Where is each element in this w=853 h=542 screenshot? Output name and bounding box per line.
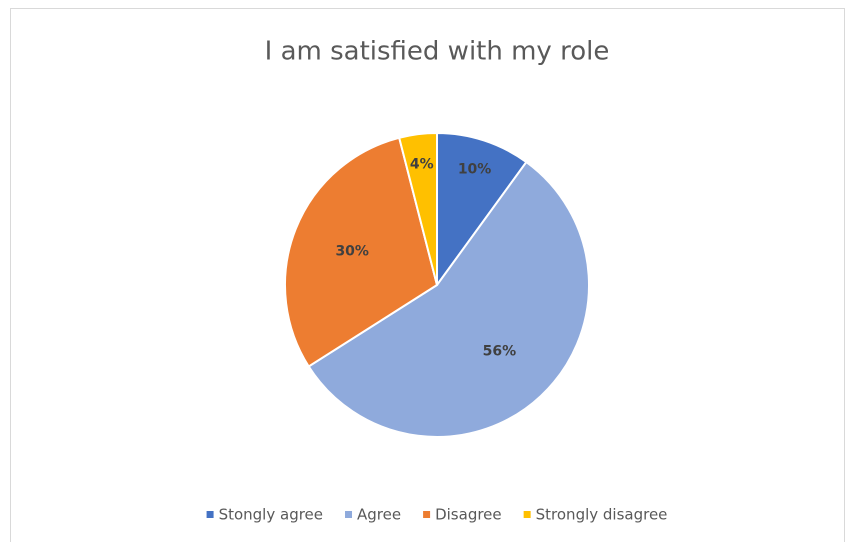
pie-slice (397, 131, 438, 286)
legend-marker (423, 511, 431, 518)
legend-marker (345, 511, 353, 518)
data-label: 30% (335, 243, 369, 259)
legend-label: Disagree (435, 506, 502, 524)
legend-label: Stongly agree (219, 506, 323, 524)
data-label: 4% (410, 156, 434, 172)
chart-title: I am satisfied with my role (265, 37, 610, 67)
data-label: 10% (458, 161, 492, 177)
legend-marker (523, 511, 531, 518)
pie-slice (436, 131, 528, 289)
legend-marker (206, 511, 214, 518)
legend-label: Strongly disagree (536, 506, 668, 524)
legend-label: Agree (357, 506, 401, 524)
data-label: 56% (483, 343, 517, 359)
pie-slice (307, 160, 590, 438)
pie-slice (284, 136, 439, 368)
